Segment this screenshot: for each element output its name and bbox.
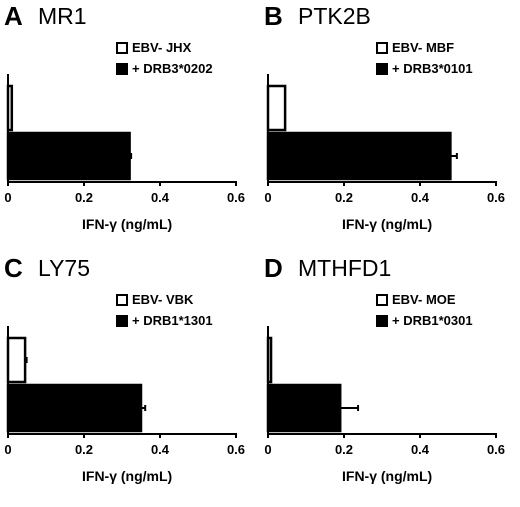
legend-label: EBV- MOE xyxy=(392,292,456,307)
x-tick-label: 0.4 xyxy=(151,442,170,457)
white-swatch-icon xyxy=(376,293,388,306)
x-tick-label: 0 xyxy=(4,190,11,205)
panel-title: MR1 xyxy=(38,3,87,29)
bar xyxy=(6,131,131,181)
x-axis-label: IFN-γ (ng/mL) xyxy=(82,468,173,484)
x-tick-label: 0.6 xyxy=(487,190,505,205)
x-tick-label: 0 xyxy=(264,190,271,205)
panel-title: LY75 xyxy=(38,255,91,281)
bar-plot: 0 0.2 0.4 0.6 xyxy=(4,326,245,457)
x-tick-label: 0.4 xyxy=(411,190,430,205)
bar-plot: 0 0.2 0.4 0.6 xyxy=(264,74,505,205)
white-swatch-icon xyxy=(116,293,128,306)
legend-item: EBV- MBF xyxy=(376,38,473,57)
panel-letter: A xyxy=(4,1,23,31)
legend: EBV- JHX + DRB3*0202 xyxy=(116,38,213,80)
black-swatch-icon xyxy=(376,314,388,327)
bar-plot: 0 0.2 0.4 0.6 xyxy=(4,74,245,205)
legend-item: + DRB1*1301 xyxy=(116,311,213,330)
legend-label: + DRB3*0202 xyxy=(132,61,213,76)
x-tick-label: 0.6 xyxy=(227,442,245,457)
x-tick-label: 0.4 xyxy=(151,190,170,205)
black-swatch-icon xyxy=(116,62,128,75)
x-tick-label: 0 xyxy=(264,442,271,457)
legend-label: EBV- JHX xyxy=(132,40,192,55)
x-tick-label: 0.2 xyxy=(335,442,353,457)
panel-c: C LY75 EBV- VBK + DRB1*1301 0 0.2 0.4 0.6 I… xyxy=(4,254,264,507)
legend-item: + DRB3*0101 xyxy=(376,59,473,78)
white-swatch-icon xyxy=(376,41,388,54)
black-swatch-icon xyxy=(376,62,388,75)
legend-label: EBV- MBF xyxy=(392,40,455,55)
bar xyxy=(266,84,287,132)
black-swatch-icon xyxy=(116,314,128,327)
x-axis-label: IFN-γ (ng/mL) xyxy=(342,216,433,232)
panel-a: A MR1 EBV- JHX + DRB3*0202 0 0.2 0.4 0.6 IF… xyxy=(4,2,264,255)
legend-item: + DRB3*0202 xyxy=(116,59,213,78)
panel-d: D MTHFD1 EBV- MOE + DRB1*0301 0 0.2 0.4 0.6… xyxy=(264,254,520,507)
x-tick-label: 0 xyxy=(4,442,11,457)
panel-title: PTK2B xyxy=(298,3,371,29)
x-axis-label: IFN-γ (ng/mL) xyxy=(82,216,173,232)
bar-plot: 0 0.2 0.4 0.6 xyxy=(264,326,505,457)
x-tick-label: 0.2 xyxy=(335,190,353,205)
x-axis-label: IFN-γ (ng/mL) xyxy=(342,468,433,484)
bar xyxy=(266,383,342,433)
legend-label: EBV- VBK xyxy=(132,292,194,307)
panel-letter: C xyxy=(4,253,23,283)
legend-label: + DRB3*0101 xyxy=(392,61,473,76)
legend: EBV- MOE + DRB1*0301 xyxy=(376,290,473,332)
x-tick-label: 0.6 xyxy=(227,190,245,205)
white-swatch-icon xyxy=(116,41,128,54)
panel-letter: D xyxy=(264,253,283,283)
x-tick-label: 0.2 xyxy=(75,190,93,205)
legend-label: + DRB1*0301 xyxy=(392,313,473,328)
panel-letter: B xyxy=(264,1,283,31)
legend-item: EBV- JHX xyxy=(116,38,213,57)
x-tick-label: 0.4 xyxy=(411,442,430,457)
panel-title: MTHFD1 xyxy=(298,255,392,281)
x-tick-label: 0.6 xyxy=(487,442,505,457)
bar xyxy=(6,336,27,384)
panel-b: B PTK2B EBV- MBF + DRB3*0101 0 0.2 0.4 0.6 … xyxy=(264,2,520,255)
legend-label: + DRB1*1301 xyxy=(132,313,213,328)
x-tick-label: 0.2 xyxy=(75,442,93,457)
legend-item: EBV- MOE xyxy=(376,290,473,309)
legend: EBV- MBF + DRB3*0101 xyxy=(376,38,473,80)
bar xyxy=(266,131,452,181)
legend-item: EBV- VBK xyxy=(116,290,213,309)
bar xyxy=(6,383,143,433)
legend: EBV- VBK + DRB1*1301 xyxy=(116,290,213,332)
legend-item: + DRB1*0301 xyxy=(376,311,473,330)
